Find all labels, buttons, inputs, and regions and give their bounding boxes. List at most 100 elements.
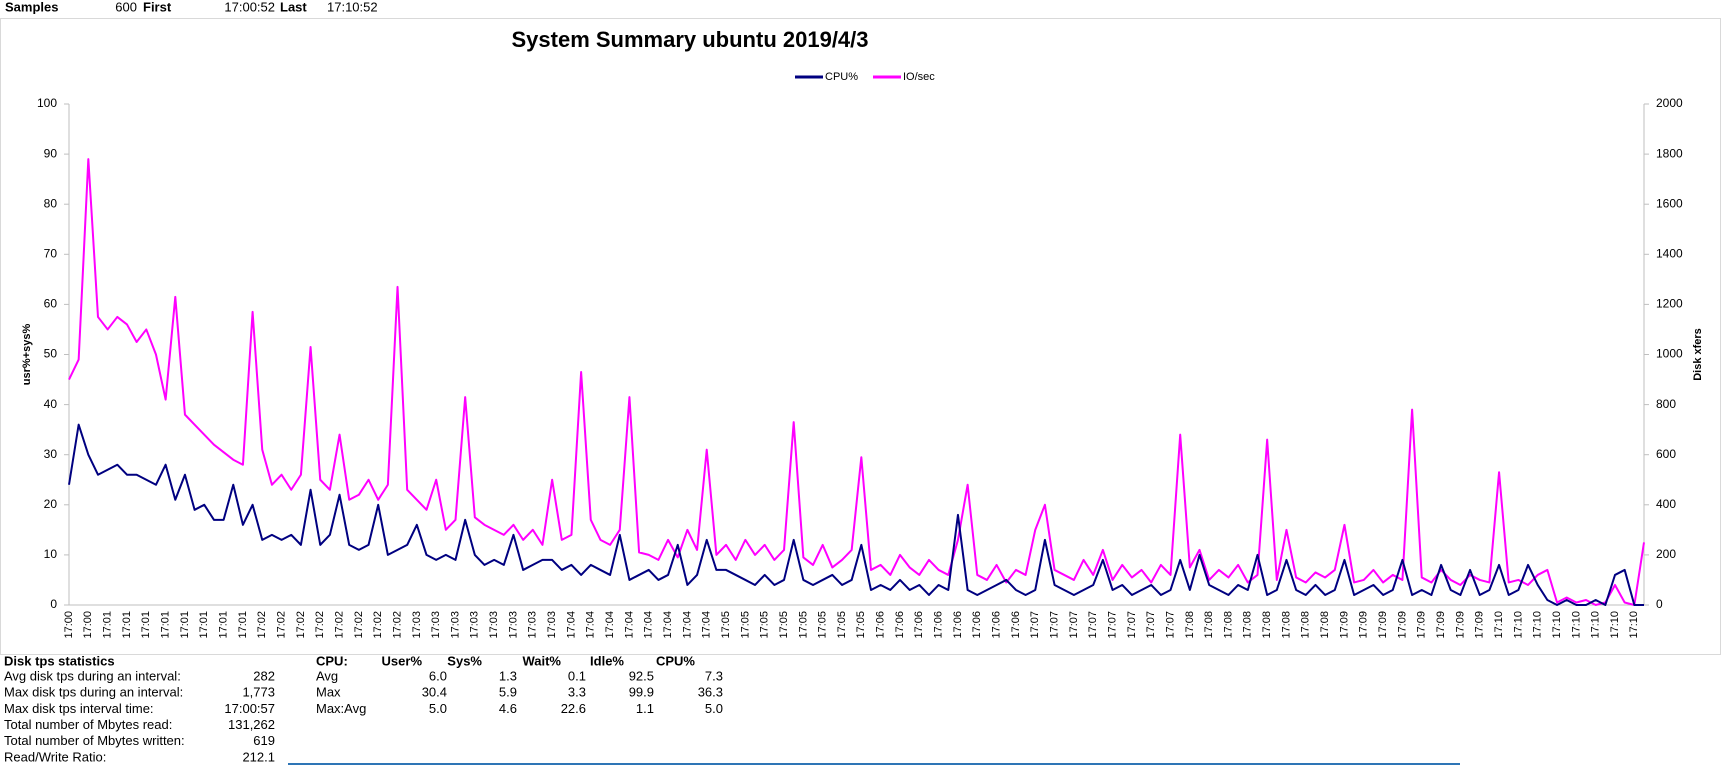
header-cell: Samples (5, 0, 58, 14)
x-tick-label: 17:06 (991, 611, 1003, 639)
x-tick-label: 17:03 (507, 611, 519, 639)
x-tick-label: 17:06 (952, 611, 964, 639)
stats-value: 212.1 (242, 749, 275, 764)
y-tick-label: 90 (44, 146, 58, 160)
x-tick-label: 17:03 (449, 611, 461, 639)
stats-label: Total number of Mbytes read: (4, 717, 172, 732)
x-tick-label: 17:08 (1242, 611, 1254, 639)
y2-tick-label: 800 (1656, 397, 1676, 411)
cpu-cell: 99.9 (629, 685, 654, 700)
legend-label: CPU% (825, 71, 858, 83)
stats-value: 1,773 (242, 685, 275, 700)
x-tick-label: 17:01 (179, 611, 191, 639)
x-tick-label: 17:08 (1203, 611, 1215, 639)
x-tick-label: 17:10 (1512, 611, 1524, 639)
y-tick-label: 70 (44, 246, 58, 260)
x-tick-label: 17:01 (140, 611, 152, 639)
x-tick-label: 17:02 (314, 611, 326, 639)
cpu-cell: 0.1 (568, 668, 586, 683)
stats-label: Max disk tps during an interval: (4, 685, 183, 700)
x-tick-label: 17:06 (1010, 611, 1022, 639)
y2-tick-label: 400 (1656, 497, 1676, 511)
x-tick-label: 17:07 (1126, 611, 1138, 639)
cpu-cell: Avg (316, 668, 338, 683)
x-tick-label: 17:05 (739, 611, 751, 639)
y2-tick-label: 1600 (1656, 196, 1683, 210)
x-tick-label: 17:09 (1377, 611, 1389, 639)
header-cell: 17:10:52 (327, 0, 378, 14)
x-tick-label: 17:02 (372, 611, 384, 639)
y-tick-label: 0 (50, 597, 57, 611)
x-tick-label: 17:04 (681, 611, 693, 639)
chart-title: System Summary ubuntu 2019/4/3 (511, 27, 868, 52)
y-tick-label: 60 (44, 297, 58, 311)
cpu-cell: Max (316, 685, 341, 700)
cpu-cell: 4.6 (499, 701, 517, 716)
cpu-header: CPU% (656, 653, 695, 668)
x-tick-label: 17:03 (411, 611, 423, 639)
x-tick-label: 17:05 (720, 611, 732, 639)
chart-border (0, 18, 1721, 655)
y-tick-label: 10 (44, 547, 58, 561)
x-tick-label: 17:01 (237, 611, 249, 639)
cpu-header: CPU: (316, 653, 348, 668)
x-tick-label: 17:10 (1609, 611, 1621, 639)
x-tick-label: 17:08 (1300, 611, 1312, 639)
x-tick-label: 17:03 (546, 611, 558, 639)
x-tick-label: 17:06 (875, 611, 887, 639)
stats-label: Avg disk tps during an interval: (4, 668, 181, 683)
x-tick-label: 17:09 (1474, 611, 1486, 639)
y-tick-label: 30 (44, 447, 58, 461)
x-tick-label: 17:10 (1551, 611, 1563, 639)
x-tick-label: 17:10 (1493, 611, 1505, 639)
y2-tick-label: 0 (1656, 597, 1663, 611)
x-tick-label: 17:02 (353, 611, 365, 639)
x-tick-label: 17:09 (1435, 611, 1447, 639)
cpu-header: User% (382, 653, 423, 668)
x-tick-label: 17:01 (102, 611, 114, 639)
y2-tick-label: 1800 (1656, 146, 1683, 160)
y-tick-label: 40 (44, 397, 58, 411)
cpu-cell: 6.0 (429, 668, 447, 683)
x-tick-label: 17:04 (604, 611, 616, 639)
x-tick-label: 17:03 (527, 611, 539, 639)
cpu-cell: 3.3 (568, 685, 586, 700)
x-tick-label: 17:06 (971, 611, 983, 639)
cpu-cell: 5.9 (499, 685, 517, 700)
x-tick-label: 17:04 (662, 611, 674, 639)
header-cell: 17:00:52 (224, 0, 275, 14)
y2-tick-label: 2000 (1656, 96, 1683, 110)
stats-value: 131,262 (228, 717, 275, 732)
y-tick-label: 50 (44, 347, 58, 361)
x-tick-label: 17:09 (1454, 611, 1466, 639)
stats-label: Max disk tps interval time: (4, 701, 154, 716)
x-tick-label: 17:01 (198, 611, 210, 639)
y-axis-title: usr%+sys% (21, 324, 33, 386)
header-cell: First (143, 0, 172, 14)
cpu-cell: 1.3 (499, 668, 517, 683)
cpu-cell: Max:Avg (316, 701, 366, 716)
x-tick-label: 17:06 (933, 611, 945, 639)
x-tick-label: 17:01 (218, 611, 230, 639)
x-tick-label: 17:07 (1145, 611, 1157, 639)
x-tick-label: 17:09 (1338, 611, 1350, 639)
cpu-cell: 22.6 (561, 701, 586, 716)
y2-tick-label: 600 (1656, 447, 1676, 461)
cpu-header: Sys% (447, 653, 482, 668)
y2-tick-label: 1200 (1656, 297, 1683, 311)
x-tick-label: 17:10 (1570, 611, 1582, 639)
x-tick-label: 17:02 (295, 611, 307, 639)
x-tick-label: 17:04 (643, 611, 655, 639)
x-tick-label: 17:01 (121, 611, 133, 639)
x-tick-label: 17:09 (1358, 611, 1370, 639)
y2-tick-label: 1000 (1656, 347, 1683, 361)
stats-label: Total number of Mbytes written: (4, 733, 185, 748)
y2-tick-label: 1400 (1656, 246, 1683, 260)
x-tick-label: 17:03 (488, 611, 500, 639)
x-tick-label: 17:06 (894, 611, 906, 639)
cpu-header: Wait% (522, 653, 561, 668)
x-tick-label: 17:02 (391, 611, 403, 639)
x-tick-label: 17:02 (275, 611, 287, 639)
x-tick-label: 17:04 (565, 611, 577, 639)
y2-tick-label: 200 (1656, 547, 1676, 561)
